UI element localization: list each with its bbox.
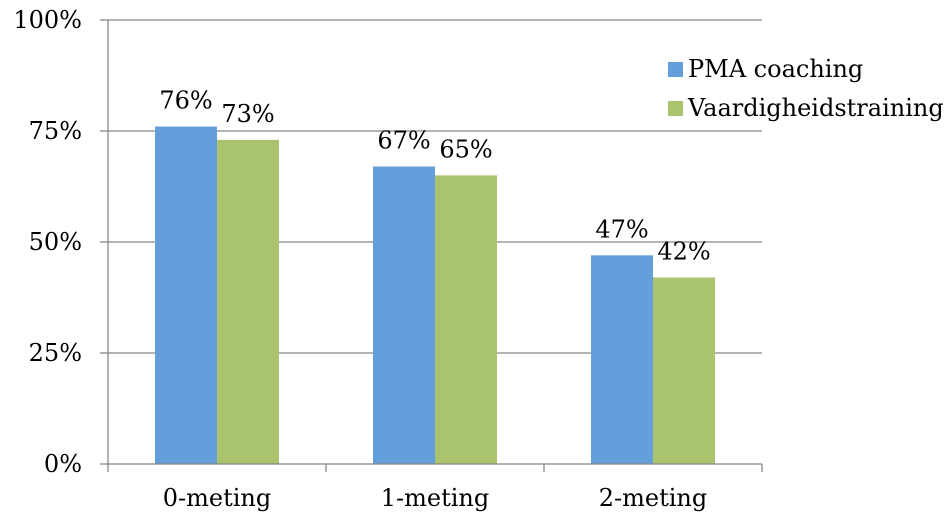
data-label: 73% — [221, 100, 274, 128]
bar — [653, 277, 715, 464]
data-label: 76% — [159, 87, 212, 115]
legend-label: Vaardigheidstraining — [687, 94, 944, 122]
legend-label: PMA coaching — [688, 55, 863, 83]
legend: PMA coaching Vaardigheidstraining — [668, 55, 944, 122]
bar — [435, 175, 497, 464]
x-tick-label: 1-meting — [381, 484, 489, 512]
bar — [155, 126, 217, 464]
y-tick-label: 100% — [13, 6, 82, 34]
data-label: 67% — [377, 127, 430, 155]
x-tick-label: 2-meting — [599, 484, 707, 512]
legend-swatch — [668, 62, 683, 77]
legend-swatch — [668, 101, 683, 116]
bars — [155, 126, 715, 464]
data-labels: 76% 73% 67% 65% 47% 42% — [159, 87, 710, 266]
y-tick-label: 50% — [29, 228, 82, 256]
bar — [217, 139, 279, 464]
x-tick-label: 0-meting — [163, 484, 271, 512]
data-label: 47% — [595, 215, 648, 243]
y-tick-label: 25% — [29, 339, 82, 367]
y-tick-label: 75% — [29, 117, 82, 145]
data-label: 42% — [657, 238, 710, 266]
axes: 0% 25% 50% 75% 100% 0-meting 1-meting 2-meting — [13, 6, 763, 512]
data-label: 65% — [439, 135, 492, 163]
y-tick-label: 0% — [44, 450, 82, 478]
bar — [373, 166, 435, 464]
bar — [591, 255, 653, 464]
